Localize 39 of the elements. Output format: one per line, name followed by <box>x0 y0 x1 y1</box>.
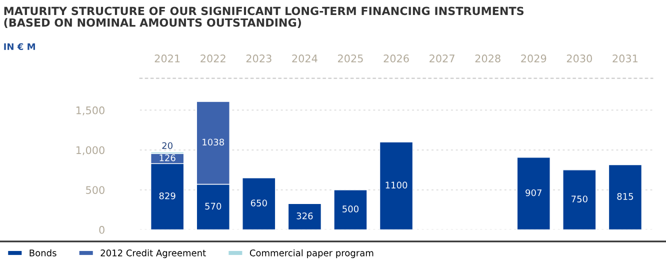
y-tick-label: 500 <box>86 186 104 194</box>
x-tick-label: 2025 <box>338 54 363 62</box>
x-tick-label: 2026 <box>384 54 409 62</box>
data-label: 20 <box>162 142 172 150</box>
bar <box>608 164 642 230</box>
x-tick-label: 2028 <box>475 54 500 62</box>
data-label: 326 <box>296 212 313 220</box>
chart-title: MATURITY STRUCTURE OF OUR SIGNIFICANT LONG-TERM FINANCING INSTRUMENTS (BASED ON NOMINAL AMOUNTS OUTSTANDING) <box>4 6 524 28</box>
bar <box>562 170 596 230</box>
legend-label: Bonds <box>30 249 56 256</box>
data-label: 500 <box>342 206 358 212</box>
data-label: 570 <box>205 202 222 210</box>
x-tick-label: 2030 <box>566 54 592 62</box>
bar <box>334 189 368 230</box>
data-label: 1038 <box>202 138 224 146</box>
y-tick-label: 1,500 <box>76 106 104 116</box>
bar <box>242 178 276 230</box>
legend-label: Commercial paper program <box>250 249 374 258</box>
data-label: 829 <box>159 192 176 200</box>
data-label: 750 <box>572 196 588 202</box>
x-tick-label: 2024 <box>292 54 318 62</box>
bar <box>516 157 550 230</box>
x-tick-label: 2027 <box>430 54 454 62</box>
x-tick-label: 2023 <box>246 54 272 62</box>
x-tick-label: 2031 <box>612 54 638 62</box>
data-label: 815 <box>617 193 634 200</box>
bar <box>288 203 322 230</box>
data-label: 1100 <box>386 182 408 188</box>
x-tick-label: 2021 <box>154 54 180 62</box>
data-label: 650 <box>250 200 267 206</box>
bar <box>379 142 414 230</box>
x-tick-label: 2022 <box>200 54 226 62</box>
y-tick-label: 0 <box>99 226 104 234</box>
legend-label: 2012 Credit Agreement <box>100 249 206 258</box>
text: IN € M <box>4 43 35 50</box>
data-label: 907 <box>526 189 542 196</box>
data-label: 126 <box>160 154 176 162</box>
x-tick-label: 2029 <box>521 54 546 62</box>
y-tick-label: 1,000 <box>76 146 104 156</box>
